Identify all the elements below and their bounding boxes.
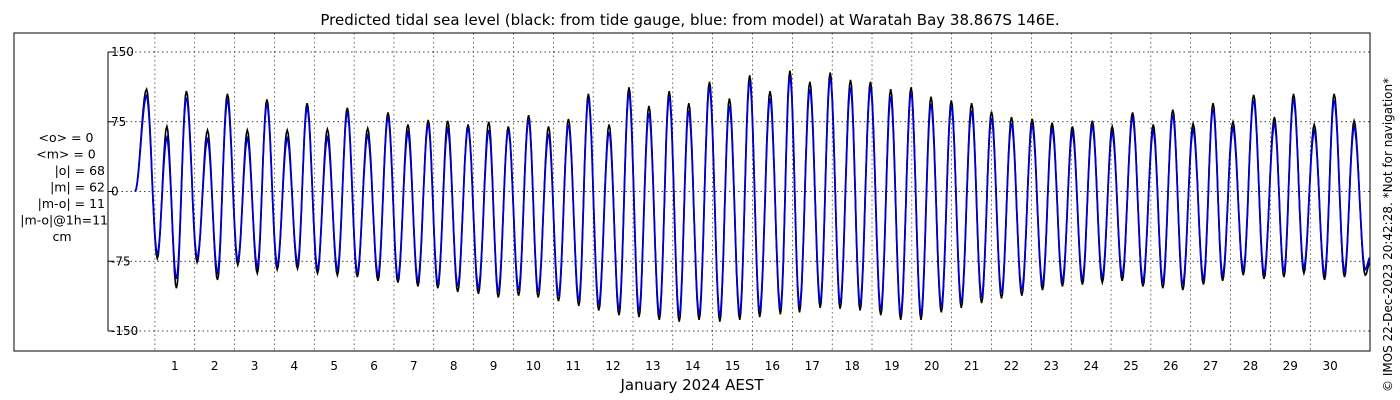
- x-tick-label: 6: [370, 359, 378, 373]
- x-tick-label: 3: [251, 359, 259, 373]
- y-tick-label: 150: [111, 45, 134, 59]
- stats-line: cm: [52, 229, 71, 244]
- x-tick-label: 19: [884, 359, 899, 373]
- x-tick-label: 26: [1163, 359, 1178, 373]
- x-ticks: 1 2 3 4 5 6 7 8 9 10 11 12 13 14 15 16 17 18 19 20 21 22 23 24 2…: [171, 359, 1338, 373]
- stats-line: |o| = 68: [55, 163, 105, 178]
- x-tick-label: 17: [805, 359, 820, 373]
- x-tick-label: 22: [1004, 359, 1019, 373]
- x-tick-label: 7: [410, 359, 418, 373]
- x-tick-label: 30: [1323, 359, 1338, 373]
- x-tick-label: 8: [450, 359, 458, 373]
- series-lines: [134, 70, 1371, 322]
- y-tick-label: -75: [111, 254, 131, 268]
- x-tick-label: 18: [844, 359, 859, 373]
- copyright-note: © IMOS 22-Dec-2023 20:42:28. *Not for na…: [1381, 78, 1395, 392]
- x-tick-label: 9: [490, 359, 498, 373]
- chart-title: Predicted tidal sea level (black: from t…: [320, 11, 1059, 29]
- x-tick-label: 12: [605, 359, 620, 373]
- x-tick-label: 2: [211, 359, 219, 373]
- stats-line: <o> = 0: [39, 130, 94, 145]
- x-tick-label: 23: [1044, 359, 1059, 373]
- stats-line: |m-o| = 11: [38, 196, 105, 211]
- x-tick-label: 15: [725, 359, 740, 373]
- x-tick-label: 13: [645, 359, 660, 373]
- stats-line: <m> = 0: [36, 147, 96, 162]
- x-tick-label: 4: [291, 359, 299, 373]
- x-tick-label: 10: [526, 359, 541, 373]
- x-tick-label: 29: [1283, 359, 1298, 373]
- x-tick-label: 1: [171, 359, 179, 373]
- stats-panel: <o> = 0 <m> = 0|o| = 68 |m| = 62|m-o| = 11…: [20, 130, 108, 244]
- y-ticks: 150 75 0 -75 -150: [108, 45, 138, 338]
- x-tick-label: 25: [1123, 359, 1138, 373]
- stats-line: |m-o|@1h=11: [20, 213, 108, 228]
- x-tick-label: 20: [924, 359, 939, 373]
- x-tick-label: 21: [964, 359, 979, 373]
- x-tick-label: 24: [1083, 359, 1098, 373]
- x-tick-label: 11: [566, 359, 581, 373]
- model-series-line: [134, 76, 1371, 317]
- x-tick-label: 28: [1243, 359, 1258, 373]
- y-tick-label: -150: [111, 324, 138, 338]
- y-tick-label: 75: [111, 115, 126, 129]
- y-tick-label: 0: [111, 185, 119, 199]
- x-tick-label: 14: [685, 359, 700, 373]
- x-tick-label: 27: [1203, 359, 1218, 373]
- gridlines: [108, 33, 1370, 351]
- x-tick-label: 5: [330, 359, 338, 373]
- stats-line: |m| = 62: [50, 180, 105, 195]
- x-axis-label: January 2024 AEST: [620, 376, 765, 394]
- x-tick-label: 16: [765, 359, 780, 373]
- plot-frame: [13, 32, 1371, 352]
